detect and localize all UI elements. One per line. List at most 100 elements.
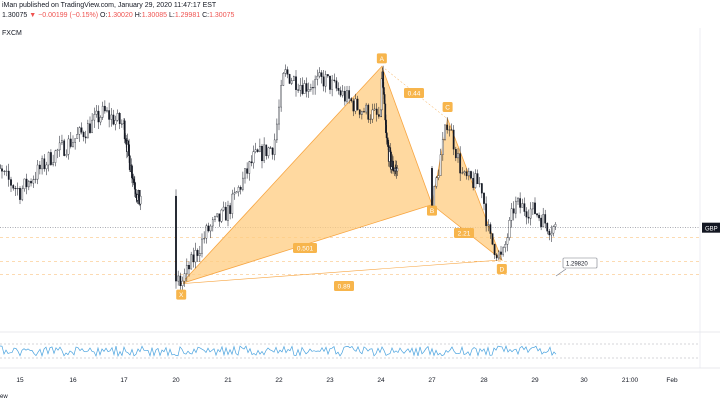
candle-body-108 [222,206,225,211]
candle-261 [548,228,551,241]
candle-body-12 [14,188,17,190]
candle-body-162 [337,88,340,91]
candle-body-148 [307,89,310,92]
candle-body-244 [512,208,515,214]
candle-body-227 [476,173,479,185]
candle-86 [175,189,177,289]
candle-209 [437,169,440,181]
candle-body-136 [282,73,285,86]
x-tick-label-3: 20 [172,377,180,384]
candle-body-51 [99,117,102,123]
candle-body-154 [320,72,323,77]
candle-body-55 [108,110,111,120]
candle-body-22 [36,164,39,180]
harmonic-pattern[interactable] [179,65,503,285]
candle-134 [278,99,280,131]
candle-body-214 [448,129,451,131]
candle-body-258 [542,214,545,227]
candle-85 [139,189,142,211]
candle-152 [316,69,319,86]
point-label-d: D [496,263,507,274]
candle-10 [10,176,12,193]
candle-body-146 [303,83,306,94]
candle-92 [188,261,190,277]
footer-text: ew [0,394,8,400]
candle-42 [80,122,83,135]
candle-body-160 [333,79,336,81]
candle-body-240 [504,244,507,248]
candle-131 [271,147,274,160]
candle-body-123 [254,149,257,152]
candle-40 [76,126,79,139]
candle-133 [275,118,278,143]
candle-218 [457,148,459,163]
candle-60 [118,111,121,130]
candle-body-109 [224,206,227,221]
candle-225 [472,171,475,191]
author-name: iMan [2,2,18,9]
x-tick-label-8: 27 [428,377,436,384]
candle-body-211 [441,139,444,155]
candle-220 [461,167,464,175]
candle-body-140 [290,80,293,84]
candle-232 [487,219,490,232]
candle-body-183 [380,78,383,111]
candle-99 [203,231,206,244]
candle-body-163 [339,90,342,96]
candle-body-121 [250,161,253,164]
candle-239 [502,246,504,257]
candle-body-223 [467,171,470,177]
candle-175 [365,102,367,115]
candle-body-48 [93,114,96,121]
candle-body-101 [207,225,210,232]
symbol-tag-text: GBP [705,227,718,233]
candle-122 [252,145,255,169]
candle-106 [218,213,221,227]
candle-body-234 [491,233,494,245]
candle-164 [341,85,344,98]
candle-173 [360,110,363,120]
candle-96 [196,248,199,263]
candle-body-261 [548,230,551,236]
candle-body-113 [233,192,236,195]
candle-34 [63,138,66,157]
candle-body-144 [299,84,302,91]
candle-178 [371,103,374,123]
candle-141 [292,75,295,81]
candle-181 [377,106,380,119]
candle-body-18 [27,181,30,188]
candle-37 [69,131,72,149]
candle-body-169 [352,100,355,112]
candle-body-102 [209,225,212,232]
candle-151 [314,75,316,95]
candle-150 [312,80,314,95]
candle-body-151 [314,79,316,89]
candle-233 [489,222,492,239]
candle-94 [192,247,195,268]
ratio-label-2: 2.21 [454,228,474,238]
candle-body-231 [485,203,487,227]
candle-102 [209,224,212,239]
candle-214 [448,125,451,137]
candle-body-60 [118,113,121,125]
time-axis: 15 16 17 20 21 22 23 24 27 28 29 30 21:00 Feb [16,377,678,384]
candle-119 [246,162,249,179]
candle-231 [485,196,487,232]
candle-body-178 [371,109,374,120]
candle-body-29 [52,162,54,165]
candle-body-225 [472,177,475,188]
candle-body-50 [97,110,100,123]
candle-body-8 [5,170,8,172]
candle-body-32 [58,142,61,151]
candle-body-25 [43,158,46,170]
candle-258 [542,207,545,228]
candle-167 [348,85,350,104]
candle-body-27 [47,152,50,166]
candle-body-139 [288,74,291,84]
candle-body-222 [465,171,468,177]
rsi-line [0,345,557,358]
candle-58 [114,115,117,131]
candle-54 [106,107,108,113]
candle-165 [343,86,346,106]
